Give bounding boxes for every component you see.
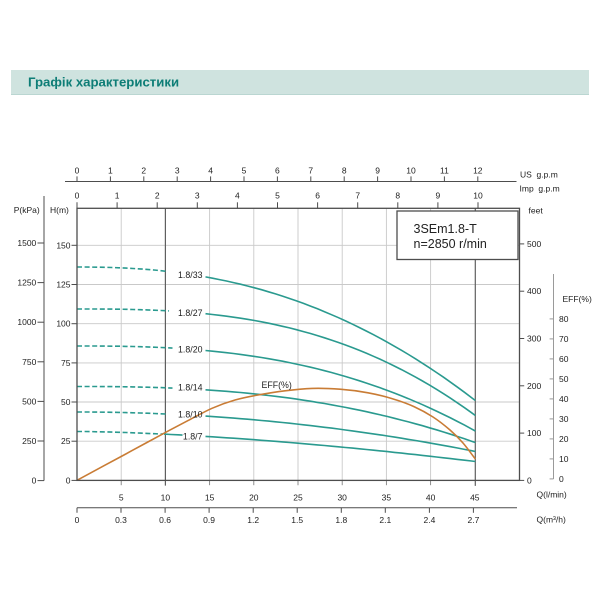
svg-text:5: 5 [119, 493, 124, 503]
svg-text:1250: 1250 [17, 278, 36, 288]
svg-text:2.4: 2.4 [423, 515, 435, 525]
svg-text:1.8/7: 1.8/7 [183, 432, 203, 442]
svg-text:15: 15 [205, 493, 215, 503]
svg-text:feet: feet [529, 206, 544, 216]
svg-text:11: 11 [440, 165, 449, 175]
svg-text:60: 60 [559, 354, 569, 364]
svg-text:1500: 1500 [17, 238, 36, 248]
svg-text:10: 10 [406, 165, 416, 175]
svg-text:Q(m³/h): Q(m³/h) [537, 515, 566, 525]
svg-text:Графік характеристики: Графік характеристики [28, 75, 179, 90]
svg-text:Q(l/min): Q(l/min) [537, 490, 567, 500]
svg-text:4: 4 [235, 191, 240, 201]
svg-text:125: 125 [56, 280, 70, 290]
svg-text:10: 10 [161, 493, 171, 503]
svg-text:1.8/33: 1.8/33 [178, 270, 203, 280]
svg-text:0.6: 0.6 [159, 515, 171, 525]
svg-text:7: 7 [308, 165, 313, 175]
svg-text:3: 3 [175, 165, 180, 175]
svg-text:5: 5 [275, 191, 280, 201]
svg-text:0: 0 [32, 476, 37, 486]
svg-text:P(kPa): P(kPa) [14, 205, 40, 215]
svg-text:70: 70 [559, 334, 569, 344]
svg-text:0: 0 [559, 474, 564, 484]
svg-text:H(m): H(m) [50, 205, 69, 215]
svg-text:0: 0 [75, 191, 80, 201]
svg-text:10: 10 [559, 454, 569, 464]
svg-text:9: 9 [375, 165, 380, 175]
svg-text:Imp g.p.m: Imp g.p.m [520, 183, 560, 193]
svg-text:2.1: 2.1 [379, 515, 391, 525]
svg-text:10: 10 [473, 191, 483, 201]
svg-text:EFF(%): EFF(%) [262, 380, 292, 390]
svg-text:750: 750 [22, 357, 36, 367]
svg-text:2: 2 [155, 191, 160, 201]
svg-text:0.3: 0.3 [115, 515, 127, 525]
svg-text:30: 30 [337, 493, 347, 503]
svg-text:US g.p.m: US g.p.m [520, 170, 558, 180]
svg-text:50: 50 [559, 374, 569, 384]
svg-text:1: 1 [108, 165, 113, 175]
svg-text:1.8: 1.8 [335, 515, 347, 525]
svg-text:1000: 1000 [17, 317, 36, 327]
svg-text:EFF(%): EFF(%) [563, 294, 592, 304]
svg-text:3: 3 [195, 191, 200, 201]
svg-text:1.8/10: 1.8/10 [178, 410, 203, 420]
svg-text:1.2: 1.2 [247, 515, 259, 525]
svg-text:1.8/27: 1.8/27 [178, 308, 203, 318]
svg-text:n=2850 r/min: n=2850 r/min [414, 237, 487, 251]
svg-text:35: 35 [382, 493, 392, 503]
svg-text:0: 0 [66, 475, 71, 485]
svg-text:50: 50 [61, 397, 71, 407]
svg-text:20: 20 [249, 493, 259, 503]
svg-text:45: 45 [470, 493, 480, 503]
svg-text:80: 80 [559, 314, 569, 324]
svg-text:75: 75 [61, 358, 71, 368]
svg-text:150: 150 [56, 240, 70, 250]
svg-text:2: 2 [141, 165, 146, 175]
svg-text:100: 100 [56, 319, 70, 329]
svg-text:0.9: 0.9 [203, 515, 215, 525]
svg-text:20: 20 [559, 434, 569, 444]
svg-text:40: 40 [559, 394, 569, 404]
svg-text:250: 250 [22, 436, 36, 446]
svg-text:100: 100 [527, 428, 541, 438]
svg-text:300: 300 [527, 334, 541, 344]
svg-text:1.5: 1.5 [291, 515, 303, 525]
svg-text:9: 9 [436, 191, 441, 201]
svg-text:8: 8 [342, 165, 347, 175]
svg-text:25: 25 [61, 436, 71, 446]
svg-text:500: 500 [22, 396, 36, 406]
svg-text:6: 6 [315, 191, 320, 201]
svg-text:3SEm1.8-T: 3SEm1.8-T [414, 222, 478, 236]
svg-text:400: 400 [527, 286, 541, 296]
svg-text:2.7: 2.7 [467, 515, 479, 525]
svg-text:6: 6 [275, 165, 280, 175]
svg-text:0: 0 [75, 515, 80, 525]
svg-text:8: 8 [395, 191, 400, 201]
svg-text:0: 0 [75, 165, 80, 175]
svg-text:40: 40 [426, 493, 436, 503]
svg-text:200: 200 [527, 381, 541, 391]
svg-text:7: 7 [355, 191, 360, 201]
svg-text:1.8/20: 1.8/20 [178, 345, 203, 355]
svg-text:25: 25 [293, 493, 303, 503]
svg-text:1: 1 [115, 191, 120, 201]
svg-text:4: 4 [208, 165, 213, 175]
svg-text:1.8/14: 1.8/14 [178, 383, 203, 393]
svg-text:500: 500 [527, 239, 541, 249]
svg-text:12: 12 [473, 165, 483, 175]
svg-text:5: 5 [242, 165, 247, 175]
svg-text:30: 30 [559, 414, 569, 424]
svg-text:0: 0 [527, 475, 532, 485]
